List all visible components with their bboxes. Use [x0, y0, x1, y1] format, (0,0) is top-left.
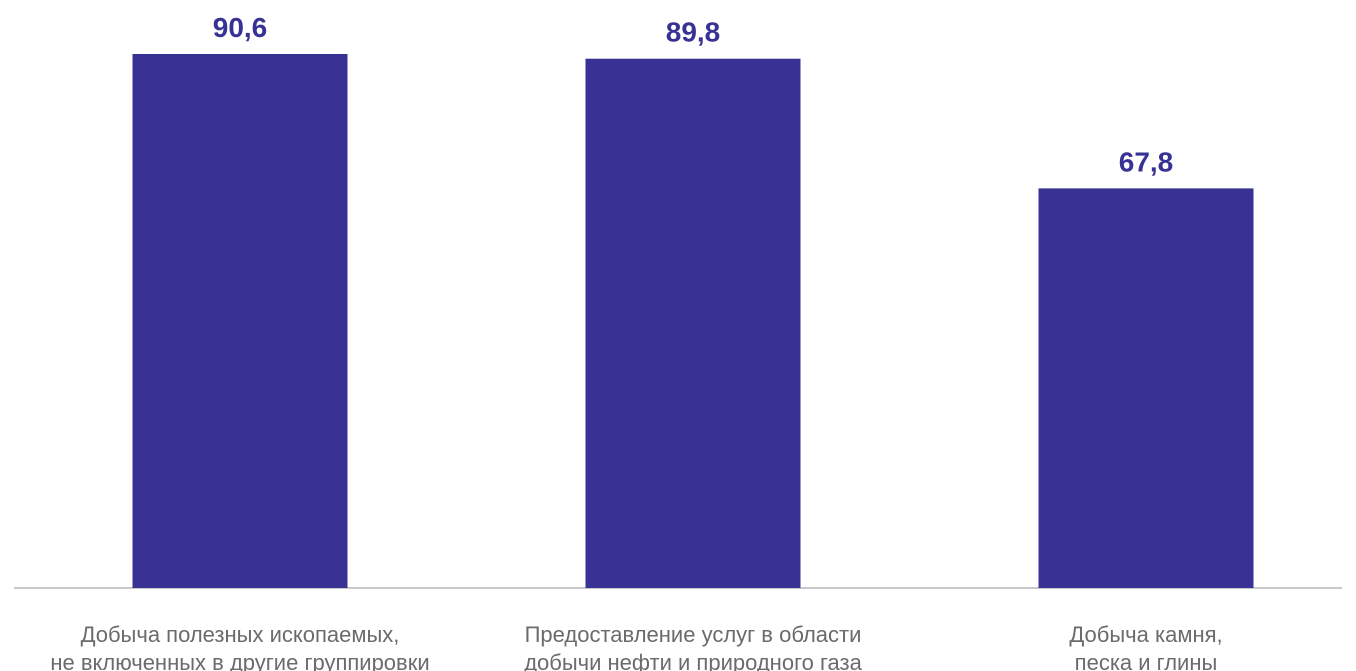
category-label-line: Предоставление услуг в области [525, 622, 862, 647]
bar-value-label-2: 89,8 [666, 17, 721, 48]
category-label-1: Добыча полезных ископаемых, не включенных… [50, 622, 429, 671]
category-label-2: Предоставление услуг в области добычи неф… [524, 622, 862, 671]
category-label-3: Добыча камня, песка и глины [1069, 622, 1222, 671]
bar-value-label-1: 90,6 [213, 12, 268, 43]
bar-1 [132, 54, 348, 588]
bar-value-label-3: 67,8 [1119, 146, 1174, 177]
category-label-line: Добыча камня, [1069, 622, 1222, 647]
bar-2 [585, 58, 801, 589]
category-label-line: песка и глины [1075, 650, 1218, 671]
category-label-line: добычи нефти и природного газа [524, 650, 862, 671]
bar-3 [1038, 188, 1254, 589]
category-label-line: не включенных в другие группировки [50, 650, 429, 671]
category-label-line: Добыча полезных ископаемых, [81, 622, 400, 647]
